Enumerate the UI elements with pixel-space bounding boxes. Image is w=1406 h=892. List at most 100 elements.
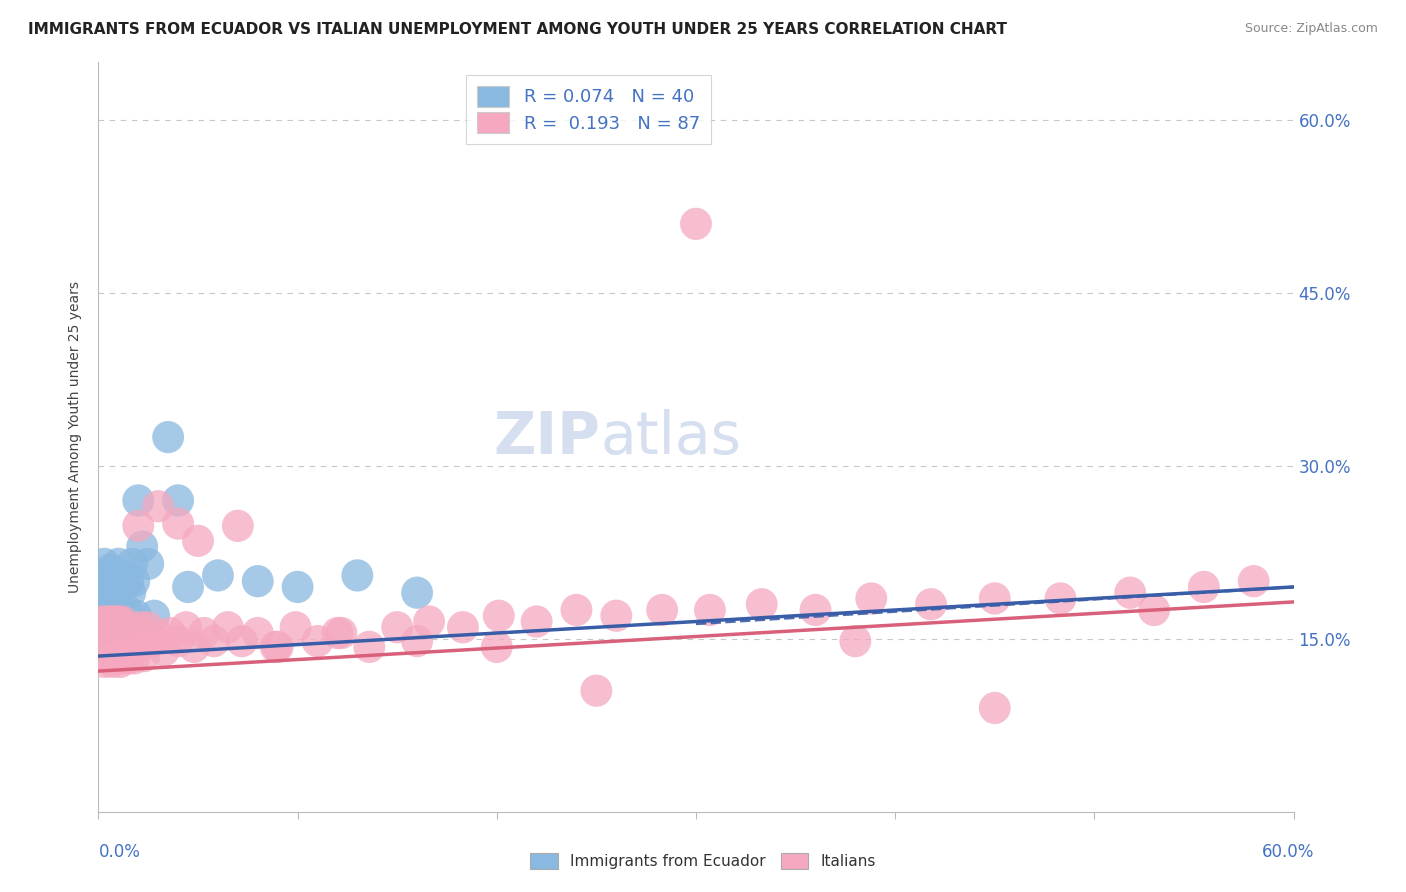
Ellipse shape — [87, 606, 118, 638]
Ellipse shape — [100, 640, 132, 673]
Ellipse shape — [111, 594, 142, 626]
Ellipse shape — [108, 617, 141, 649]
Ellipse shape — [111, 634, 142, 666]
Ellipse shape — [401, 576, 433, 609]
Ellipse shape — [1139, 594, 1170, 626]
Ellipse shape — [142, 619, 174, 651]
Ellipse shape — [122, 509, 155, 542]
Ellipse shape — [222, 509, 254, 542]
Ellipse shape — [97, 617, 128, 649]
Ellipse shape — [89, 594, 121, 626]
Ellipse shape — [481, 631, 513, 663]
Ellipse shape — [1188, 571, 1220, 603]
Ellipse shape — [413, 606, 446, 638]
Ellipse shape — [381, 611, 413, 643]
Ellipse shape — [107, 606, 138, 638]
Ellipse shape — [93, 617, 124, 649]
Ellipse shape — [90, 606, 122, 638]
Ellipse shape — [132, 548, 165, 580]
Ellipse shape — [104, 614, 136, 646]
Ellipse shape — [122, 484, 155, 516]
Ellipse shape — [136, 625, 169, 657]
Ellipse shape — [148, 634, 180, 666]
Ellipse shape — [1237, 565, 1270, 598]
Ellipse shape — [745, 588, 778, 620]
Ellipse shape — [162, 508, 194, 540]
Ellipse shape — [326, 617, 357, 649]
Legend: R = 0.074   N = 40, R =  0.193   N = 87: R = 0.074 N = 40, R = 0.193 N = 87 — [465, 75, 711, 144]
Ellipse shape — [98, 634, 131, 666]
Ellipse shape — [108, 559, 141, 591]
Text: Source: ZipAtlas.com: Source: ZipAtlas.com — [1244, 22, 1378, 36]
Ellipse shape — [84, 640, 117, 673]
Ellipse shape — [117, 548, 148, 580]
Ellipse shape — [112, 642, 145, 674]
Ellipse shape — [89, 548, 121, 580]
Ellipse shape — [138, 599, 170, 632]
Ellipse shape — [112, 565, 145, 598]
Ellipse shape — [681, 208, 711, 240]
Ellipse shape — [179, 631, 209, 663]
Ellipse shape — [90, 634, 122, 666]
Ellipse shape — [322, 617, 353, 649]
Ellipse shape — [122, 631, 155, 663]
Ellipse shape — [103, 548, 135, 580]
Ellipse shape — [152, 421, 184, 453]
Ellipse shape — [162, 625, 194, 657]
Ellipse shape — [401, 625, 433, 657]
Ellipse shape — [93, 640, 124, 673]
Text: 60.0%: 60.0% — [1263, 843, 1315, 861]
Ellipse shape — [104, 611, 136, 643]
Ellipse shape — [561, 594, 592, 626]
Ellipse shape — [647, 594, 678, 626]
Ellipse shape — [695, 594, 725, 626]
Ellipse shape — [94, 582, 127, 615]
Ellipse shape — [107, 634, 138, 666]
Text: atlas: atlas — [600, 409, 741, 466]
Ellipse shape — [839, 625, 872, 657]
Ellipse shape — [89, 611, 121, 643]
Ellipse shape — [121, 599, 152, 632]
Ellipse shape — [100, 617, 132, 649]
Ellipse shape — [520, 606, 553, 638]
Ellipse shape — [107, 571, 138, 603]
Ellipse shape — [281, 571, 314, 603]
Ellipse shape — [915, 588, 948, 620]
Ellipse shape — [100, 606, 132, 638]
Ellipse shape — [89, 646, 121, 678]
Ellipse shape — [1045, 582, 1077, 615]
Ellipse shape — [183, 524, 214, 557]
Ellipse shape — [800, 594, 831, 626]
Ellipse shape — [87, 599, 118, 632]
Ellipse shape — [84, 606, 117, 638]
Ellipse shape — [132, 611, 165, 643]
Ellipse shape — [108, 642, 141, 674]
Ellipse shape — [1115, 576, 1146, 609]
Ellipse shape — [280, 611, 312, 643]
Ellipse shape — [170, 611, 202, 643]
Legend: Immigrants from Ecuador, Italians: Immigrants from Ecuador, Italians — [524, 847, 882, 875]
Ellipse shape — [98, 588, 131, 620]
Ellipse shape — [979, 692, 1011, 724]
Ellipse shape — [112, 611, 145, 643]
Ellipse shape — [103, 606, 135, 638]
Ellipse shape — [979, 582, 1011, 615]
Ellipse shape — [118, 642, 150, 674]
Ellipse shape — [212, 611, 243, 643]
Ellipse shape — [482, 599, 515, 632]
Ellipse shape — [100, 576, 132, 609]
Ellipse shape — [242, 617, 274, 649]
Ellipse shape — [242, 565, 274, 598]
Ellipse shape — [342, 559, 374, 591]
Text: IMMIGRANTS FROM ECUADOR VS ITALIAN UNEMPLOYMENT AMONG YOUTH UNDER 25 YEARS CORRE: IMMIGRANTS FROM ECUADOR VS ITALIAN UNEMP… — [28, 22, 1007, 37]
Ellipse shape — [90, 576, 122, 609]
Ellipse shape — [114, 576, 146, 609]
Ellipse shape — [127, 531, 159, 563]
Ellipse shape — [600, 599, 633, 632]
Ellipse shape — [94, 554, 127, 586]
Ellipse shape — [121, 617, 152, 649]
Ellipse shape — [226, 625, 257, 657]
Ellipse shape — [447, 611, 479, 643]
Ellipse shape — [128, 640, 160, 673]
Ellipse shape — [581, 674, 613, 706]
